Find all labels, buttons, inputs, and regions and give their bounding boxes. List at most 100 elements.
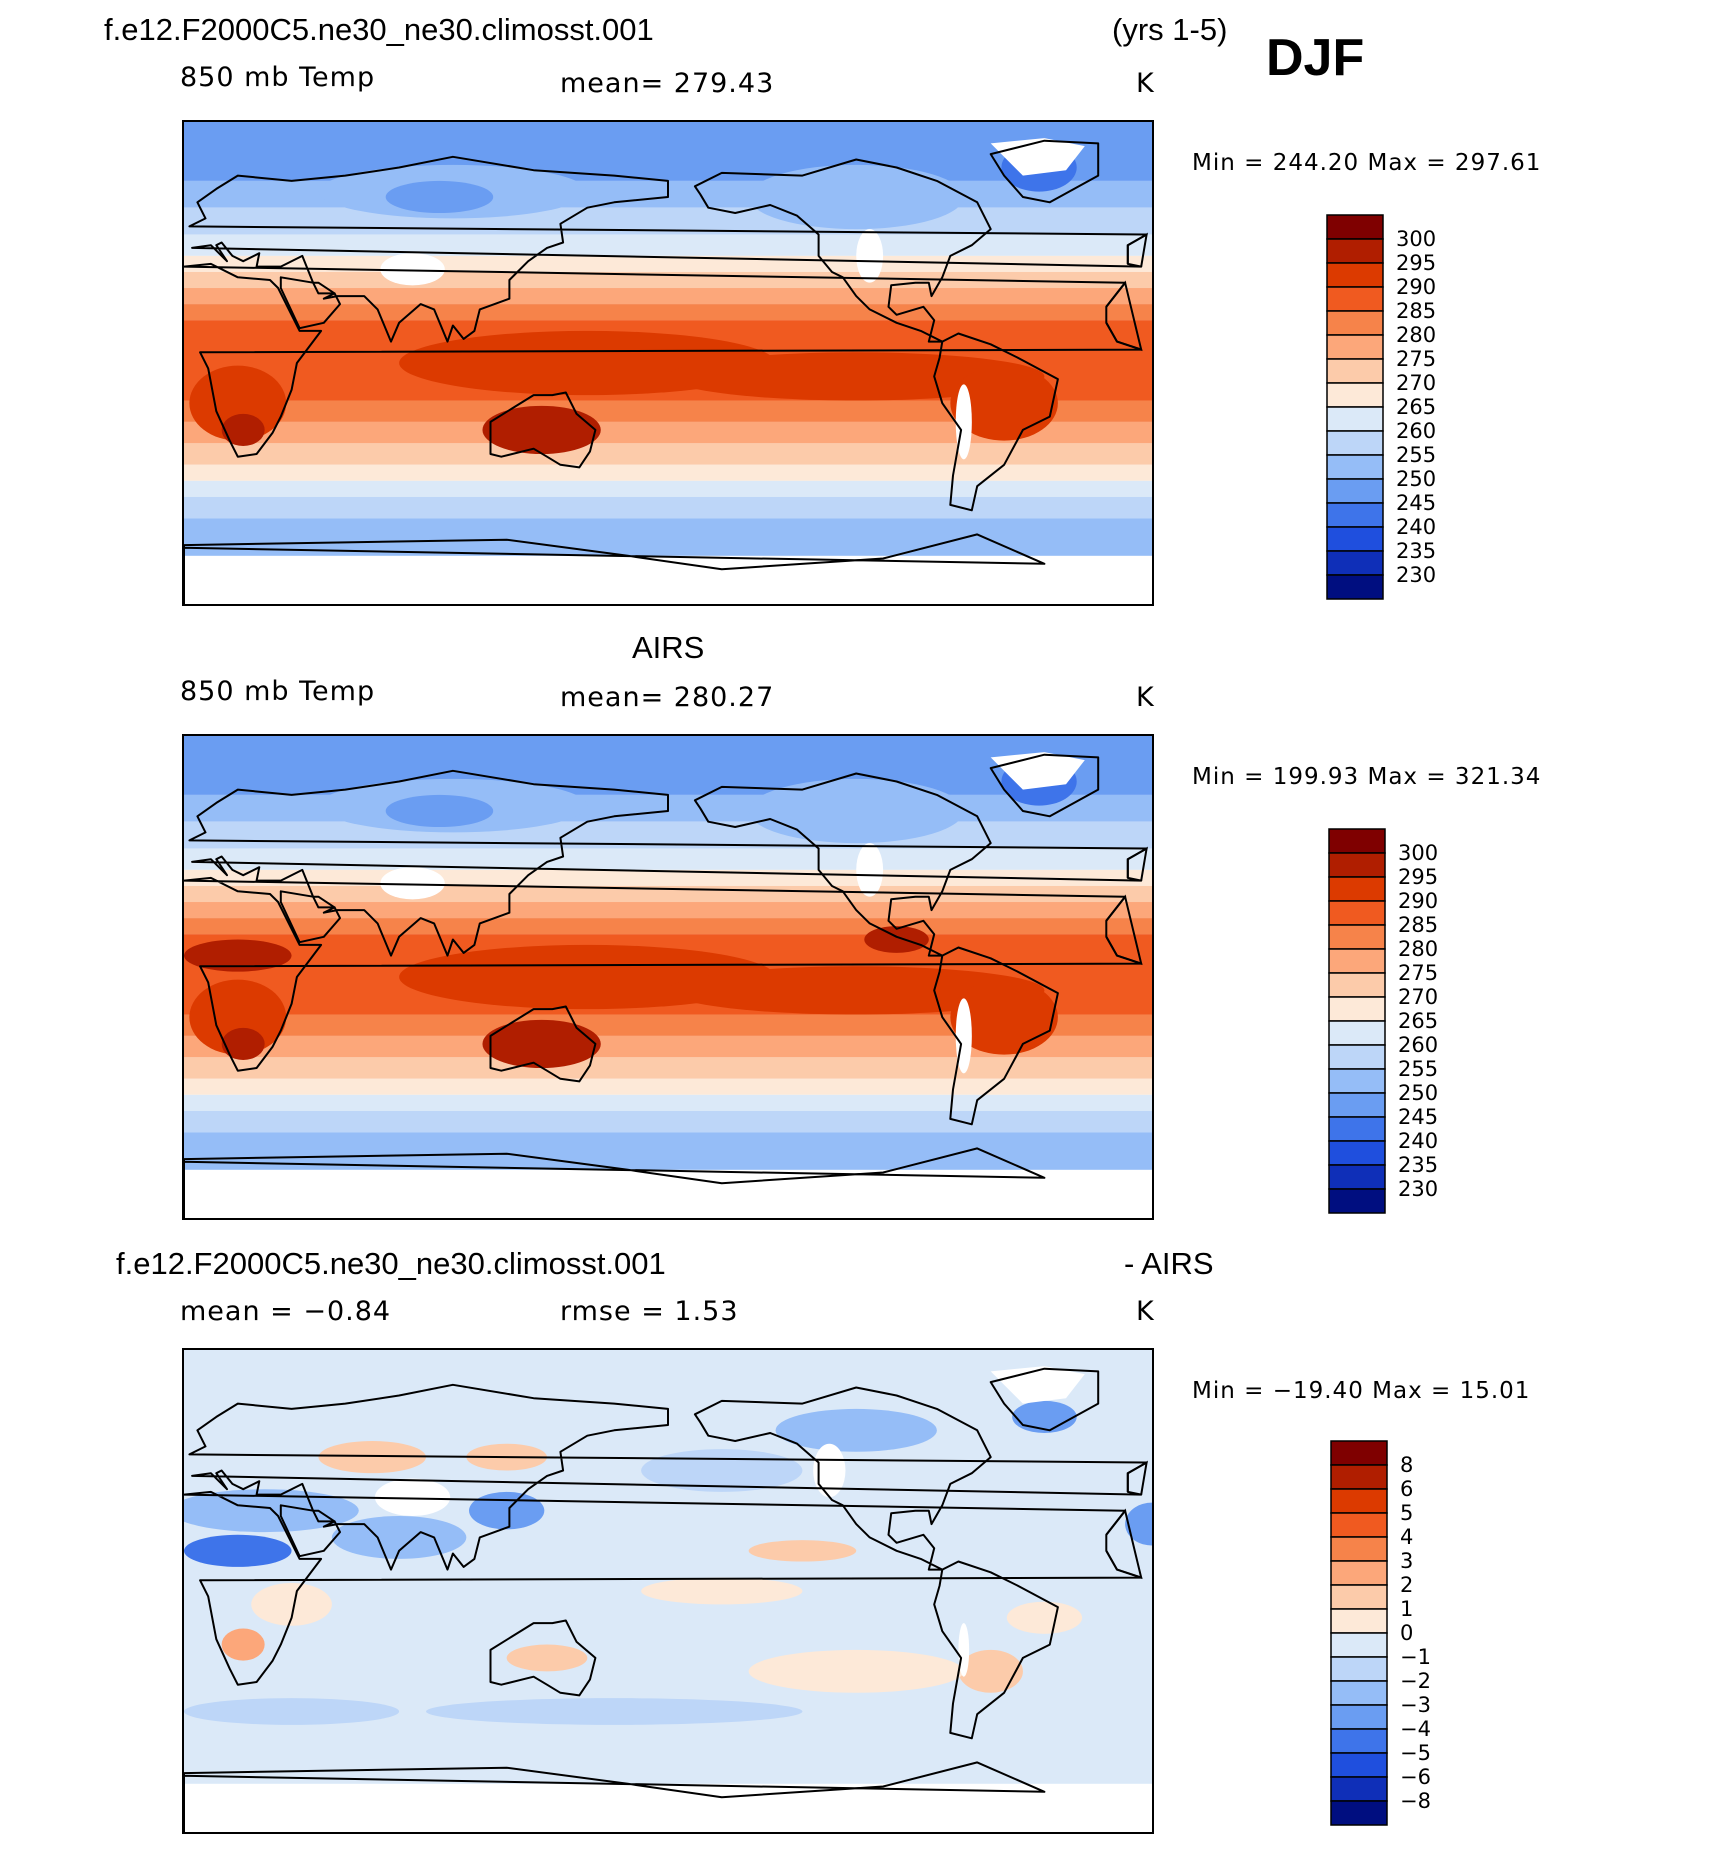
panel1-minmax: Min = 244.20 Max = 297.61 <box>1192 150 1542 176</box>
colorbar-swatch <box>1328 972 1386 998</box>
panel3-title-left: f.e12.F2000C5.ne30_ne30.climosst.001 <box>116 1246 666 1281</box>
colorbar-level-label: 245 <box>1398 1105 1439 1129</box>
colorbar-swatch <box>1328 1116 1386 1142</box>
colorbar-level-label: 260 <box>1396 419 1437 443</box>
difference-anomaly <box>958 1649 1023 1693</box>
difference-anomaly <box>775 1408 937 1452</box>
colorbar-level-label: 285 <box>1398 913 1439 937</box>
temperature-band <box>184 464 1152 481</box>
coastlines-wrap <box>1105 846 1148 966</box>
colorbar-swatch <box>1330 1704 1388 1730</box>
colorbar-level-label: −5 <box>1400 1741 1431 1765</box>
australia-warm <box>482 1019 601 1069</box>
temperature-band <box>184 736 1152 795</box>
coastline-antarctica <box>184 1147 1046 1218</box>
coastline-europeAsia <box>188 155 1148 343</box>
colorbar-swatch <box>1328 852 1386 878</box>
temperature-band <box>184 1078 1152 1095</box>
colorbar-swatch <box>1328 900 1386 926</box>
colorbar-swatch <box>1330 1752 1388 1778</box>
colorbar-swatch <box>1326 334 1384 360</box>
coastline-greenland <box>989 753 1100 818</box>
panel2-title: AIRS <box>632 630 705 665</box>
colorbar-level-label: −8 <box>1400 1789 1431 1813</box>
colorbar-level-label: 280 <box>1398 937 1439 961</box>
colorbar-level-label: −6 <box>1400 1765 1431 1789</box>
colorbar-swatch <box>1330 1584 1388 1610</box>
temperature-band <box>184 288 1152 305</box>
colorbar-swatch <box>1326 358 1384 384</box>
colorbar-level-label: 275 <box>1398 961 1439 985</box>
africa-warm <box>189 979 287 1055</box>
temperature-band <box>184 400 1152 422</box>
colorbar-level-label: 8 <box>1400 1453 1414 1477</box>
coastline-southAmerica <box>933 946 1059 1126</box>
difference-anomaly <box>748 1649 964 1693</box>
temperature-band <box>184 848 1152 870</box>
colorbar-level-label: 275 <box>1396 347 1437 371</box>
temperature-band <box>184 1014 1152 1036</box>
colorbar-swatch <box>1330 1776 1388 1802</box>
temperature-band <box>184 1035 1152 1058</box>
africa-warm <box>189 365 287 441</box>
colorbar-swatch <box>1326 478 1384 504</box>
coastline-arabia <box>279 890 341 944</box>
coastline-wrap-africa <box>1105 280 1143 352</box>
temperature-band <box>184 496 1152 519</box>
south-america-warm <box>950 979 1058 1055</box>
colorbar-swatch <box>1326 238 1384 264</box>
colorbar-swatch <box>1328 1140 1386 1166</box>
colorbar-level-label: 2 <box>1400 1573 1414 1597</box>
antarctic-mask <box>184 555 1152 604</box>
colorbar-swatch <box>1328 1044 1386 1070</box>
coastline-australia <box>489 1619 597 1697</box>
temperature-band <box>184 421 1152 444</box>
colorbar-level-label: −1 <box>1400 1645 1431 1669</box>
panel2-units: K <box>1136 682 1155 713</box>
colorbar-swatch <box>1330 1512 1388 1538</box>
coastlines <box>184 1367 1148 1832</box>
coastlines-wrap <box>1105 232 1148 352</box>
panel2-map <box>182 734 1154 1220</box>
difference-anomaly <box>221 1628 265 1661</box>
colorbar-swatch <box>1328 1020 1386 1046</box>
colorbar-swatch <box>1326 406 1384 432</box>
colorbar-level-label: 270 <box>1396 371 1437 395</box>
colorbar-level-label: 250 <box>1396 467 1437 491</box>
coastline-wrap-africa <box>1105 894 1143 966</box>
kalahari-warm <box>221 1027 265 1061</box>
colorbar-level-label: 240 <box>1396 515 1437 539</box>
difference-anomaly <box>641 1577 803 1605</box>
panel3-minmax: Min = −19.40 Max = 15.01 <box>1192 1378 1531 1404</box>
colorbar-swatch <box>1326 310 1384 336</box>
rockies-mask <box>856 843 884 897</box>
canada-cold <box>748 778 964 844</box>
panel3-mean: mean = −0.84 <box>180 1296 392 1327</box>
colorbar-level-label: 265 <box>1396 395 1437 419</box>
colorbar-swatch <box>1328 828 1386 854</box>
coastline-southAmerica <box>933 332 1059 512</box>
rockies-mask <box>813 1443 846 1498</box>
coastline-africa <box>184 262 1143 458</box>
panel1-mean: mean= 279.43 <box>560 68 775 99</box>
difference-anomaly <box>1006 1601 1083 1634</box>
difference-anomaly <box>469 1491 545 1530</box>
colorbar-level-label: 300 <box>1398 841 1439 865</box>
colorbar-level-label: 5 <box>1400 1501 1414 1525</box>
difference-anomaly <box>184 1534 292 1567</box>
coastline-greenland <box>989 1367 1100 1432</box>
colorbar-level-label: 290 <box>1396 275 1437 299</box>
colorbar-level-label: 285 <box>1396 299 1437 323</box>
siberia-colder <box>385 794 494 828</box>
coastline-africa <box>184 876 1143 1072</box>
coastline-northAmerica <box>693 1386 992 1571</box>
coastline-australia <box>489 1005 597 1083</box>
coastlines <box>184 753 1148 1218</box>
temperature-band <box>184 234 1152 256</box>
difference-anomaly <box>748 1540 857 1562</box>
colorbar-level-label: 6 <box>1400 1477 1414 1501</box>
temperature-band <box>184 902 1152 919</box>
colorbar-swatch <box>1326 430 1384 456</box>
coastlines-wrap <box>1105 1460 1148 1580</box>
coastline-northAmerica <box>693 772 992 957</box>
